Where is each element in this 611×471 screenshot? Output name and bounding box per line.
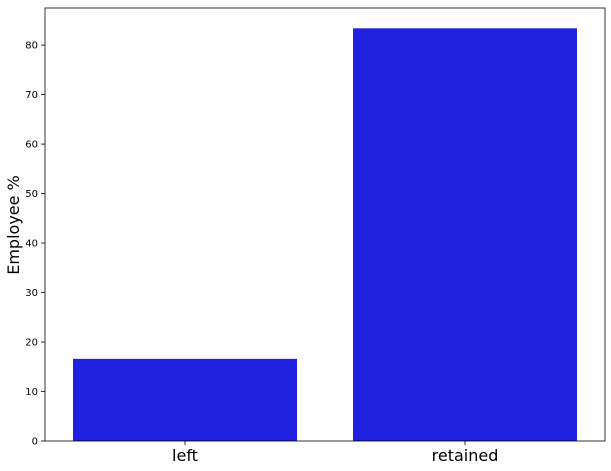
y-tick-label: 80 [25, 41, 38, 52]
bar-retained [353, 28, 577, 441]
y-tick-label: 40 [25, 239, 38, 250]
y-axis-ticks: 0 10 20 30 40 50 60 70 80 [25, 41, 45, 448]
bars-group [73, 28, 577, 441]
x-tick-label-left: left [172, 446, 198, 465]
bar-left [73, 358, 297, 441]
x-axis-ticks: left retained [172, 441, 498, 465]
y-tick-label: 60 [25, 140, 38, 151]
y-axis-title: Employee % [4, 175, 23, 275]
y-tick-label: 20 [25, 338, 38, 349]
x-tick-label-retained: retained [432, 446, 499, 465]
y-tick-label: 0 [32, 437, 38, 448]
y-tick-label: 10 [25, 387, 38, 398]
plot-frame [44, 7, 606, 442]
y-tick-label: 70 [25, 90, 38, 101]
y-tick-label: 30 [25, 288, 38, 299]
y-tick-label: 50 [25, 189, 38, 200]
